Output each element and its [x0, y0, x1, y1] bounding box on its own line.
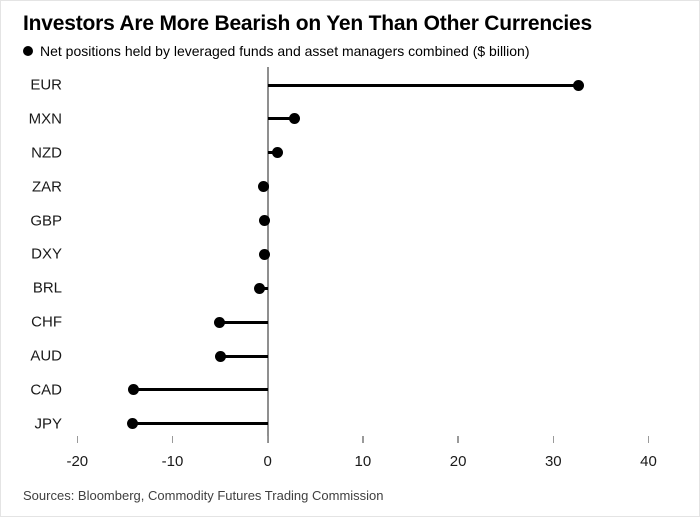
- x-axis-tick-label: 10: [354, 453, 372, 470]
- legend-label: Net positions held by leveraged funds an…: [40, 43, 530, 59]
- x-axis-tick: [647, 436, 650, 443]
- stem-eur: [267, 83, 579, 87]
- dot-dxy: [259, 248, 271, 260]
- dot-zar: [258, 181, 270, 193]
- dot-brl: [253, 282, 265, 294]
- row-label-zar: ZAR: [32, 178, 62, 196]
- x-axis-tick-label: -20: [66, 453, 89, 470]
- stem-mxn: [267, 117, 295, 121]
- x-axis-tick-label: 20: [449, 453, 467, 470]
- stem-aud: [220, 354, 268, 358]
- x-axis-tick: [266, 436, 269, 443]
- row-label-gbp: GBP: [30, 212, 62, 230]
- dot-nzd: [271, 147, 283, 159]
- row-label-jpy: JPY: [34, 415, 62, 433]
- row-label-eur: EUR: [30, 76, 62, 94]
- row-label-dxy: DXY: [31, 245, 62, 263]
- x-axis-tick-label: 30: [544, 453, 562, 470]
- x-axis-tick: [171, 436, 174, 443]
- chart-title: Investors Are More Bearish on Yen Than O…: [23, 12, 593, 35]
- row-label-brl: BRL: [32, 279, 62, 297]
- dot-eur: [572, 79, 584, 91]
- x-axis-tick: [552, 436, 555, 443]
- stem-jpy: [132, 422, 268, 426]
- row-label-cad: CAD: [30, 381, 62, 399]
- row-label-mxn: MXN: [28, 110, 62, 128]
- x-axis-tick: [457, 436, 459, 443]
- stem-chf: [219, 320, 268, 324]
- dot-mxn: [288, 113, 300, 125]
- dot-aud: [214, 350, 226, 362]
- dot-cad: [127, 384, 139, 396]
- legend-dot-icon: [23, 46, 33, 56]
- dot-chf: [213, 316, 225, 328]
- chart-legend: Net positions held by leveraged funds an…: [23, 43, 530, 59]
- x-axis-tick: [362, 436, 364, 443]
- x-axis-tick-label: 0: [263, 453, 272, 470]
- dot-jpy: [127, 418, 139, 430]
- row-label-aud: AUD: [30, 347, 62, 365]
- sources-text: Sources: Bloomberg, Commodity Futures Tr…: [23, 488, 384, 503]
- x-axis-tick-label: -10: [161, 453, 184, 470]
- x-axis-tick: [76, 436, 79, 443]
- row-label-nzd: NZD: [31, 144, 62, 162]
- row-label-chf: CHF: [31, 313, 62, 331]
- stem-cad: [133, 388, 268, 392]
- dot-gbp: [259, 215, 271, 227]
- x-axis-tick-label: 40: [640, 453, 657, 470]
